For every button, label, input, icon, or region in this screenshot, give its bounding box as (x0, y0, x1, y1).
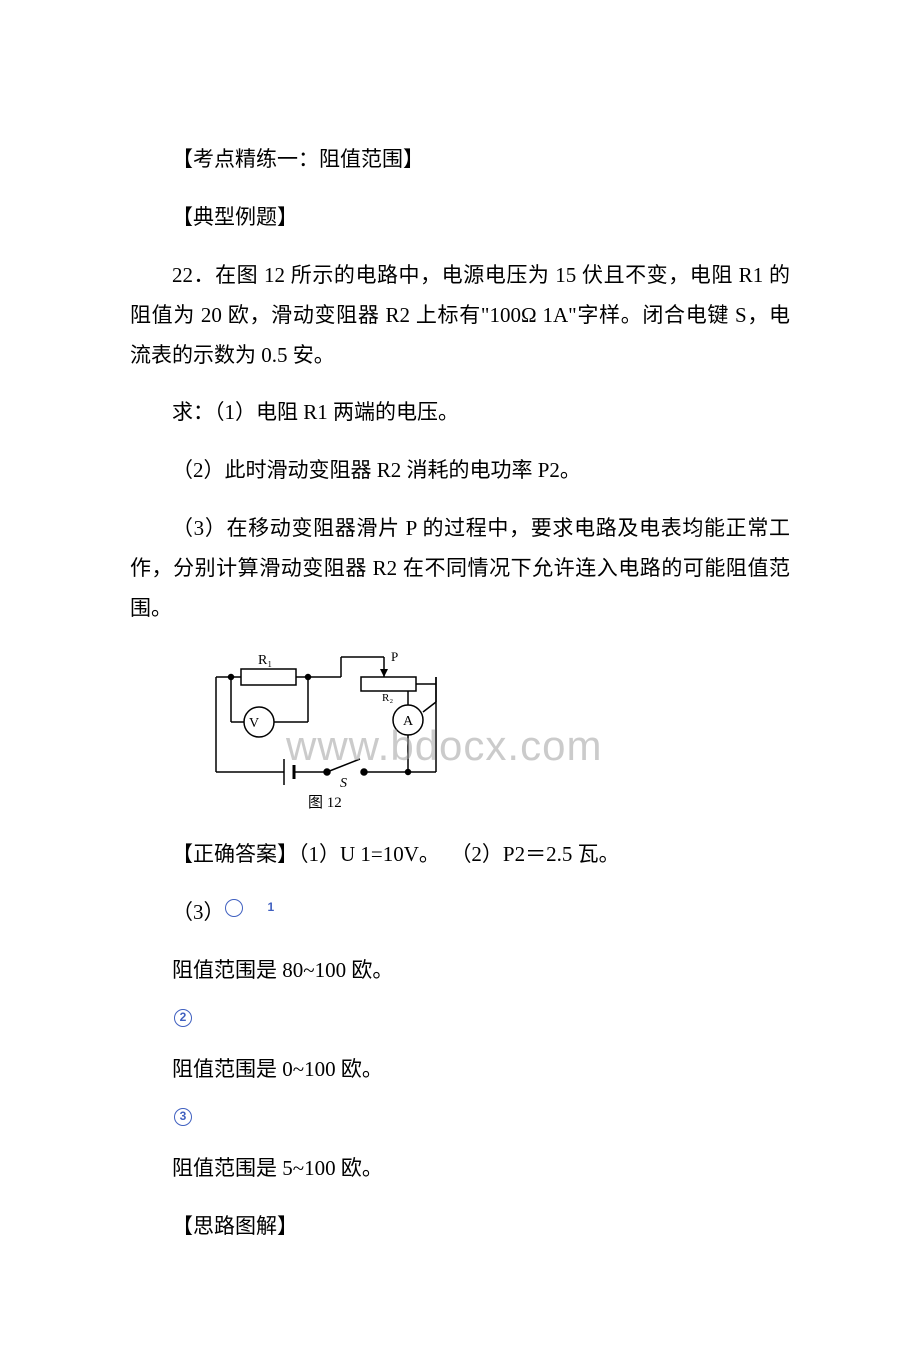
label-r2: R₂ (382, 692, 393, 704)
section-heading-1: 【考点精练一：阻值范围】 (130, 140, 790, 180)
section-heading-3: 【思路图解】 (130, 1207, 790, 1247)
marker-3-line: 3 (174, 1108, 790, 1131)
circuit-caption: 图 12 (308, 794, 342, 811)
problem-intro: 22．在图 12 所示的电路中，电源电压为 15 伏且不变，电阻 R1 的阻值为… (130, 256, 790, 376)
answer-3-prefix: （3） (172, 900, 225, 924)
question-2: （2）此时滑动变阻器 R2 消耗的电功率 P2。 (130, 451, 790, 491)
circuit-diagram: R₁ P R₂ V A S 图 12 (196, 647, 456, 812)
label-r1: R₁ (258, 653, 272, 668)
answer-2: （2）P2＝2.5 瓦。 (450, 842, 619, 866)
answer-1: （1）U 1=10V。 (298, 842, 440, 866)
range-3: 阻值范围是 5~100 欧。 (130, 1149, 790, 1189)
range-1: 阻值范围是 80~100 欧。 (130, 951, 790, 991)
answer-3-prefix-line: （3）1 (130, 893, 790, 933)
label-a: A (403, 714, 414, 729)
marker-2-icon: 2 (174, 1009, 192, 1027)
section-heading-2: 【典型例题】 (130, 198, 790, 238)
ask-prefix: 求： (172, 400, 214, 424)
marker-1-icon: 1 (225, 899, 243, 917)
marker-3-icon: 3 (174, 1108, 192, 1126)
q1-text: （1）电阻 R1 两端的电压。 (214, 400, 459, 424)
label-v: V (249, 716, 259, 731)
answer-line-1: 【正确答案】（1）U 1=10V。 （2）P2＝2.5 瓦。 (130, 835, 790, 875)
label-s: S (340, 776, 347, 791)
question-3: （3）在移动变阻器滑片 P 的过程中，要求电路及电表均能正常工作，分别计算滑动变… (130, 509, 790, 629)
circuit-diagram-container: R₁ P R₂ V A S 图 12 www.bdocx.com (196, 647, 790, 817)
label-p: P (391, 649, 398, 664)
range-2: 阻值范围是 0~100 欧。 (130, 1050, 790, 1090)
answer-label: 【正确答案】 (172, 842, 298, 866)
question-1: 求：（1）电阻 R1 两端的电压。 (130, 393, 790, 433)
marker-2-line: 2 (174, 1009, 790, 1032)
